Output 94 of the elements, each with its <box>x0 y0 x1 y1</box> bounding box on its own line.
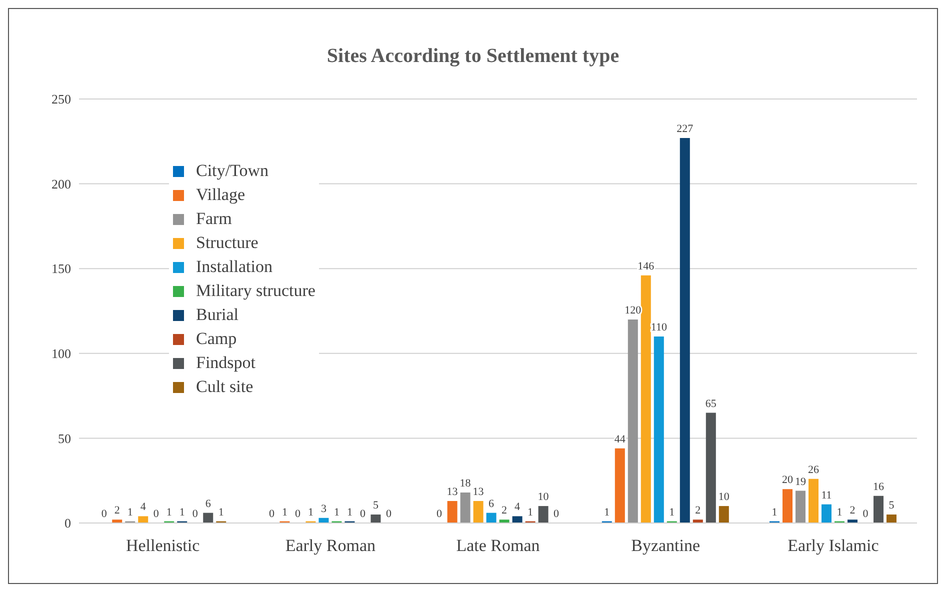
data-label: 1 <box>772 506 778 518</box>
y-tick-label: 50 <box>58 430 71 446</box>
data-label: 4 <box>514 501 521 514</box>
data-label: 0 <box>436 508 443 520</box>
data-label: 1 <box>166 506 172 518</box>
data-label: 65 <box>705 398 717 410</box>
data-label: 6 <box>205 498 212 510</box>
legend-label: Findspot <box>196 353 256 373</box>
legend-label: Cult site <box>196 377 254 397</box>
bar <box>370 514 381 523</box>
bar <box>538 506 548 523</box>
bar <box>822 504 832 523</box>
data-label: 2 <box>850 504 856 517</box>
data-label: 1 <box>528 506 534 518</box>
data-label: 5 <box>372 500 379 512</box>
data-label: 19 <box>795 476 807 488</box>
y-tick-label: 0 <box>64 516 71 531</box>
bar <box>680 138 690 523</box>
y-tick-label: 200 <box>52 176 71 192</box>
data-label: 3 <box>320 502 327 515</box>
bar <box>874 496 884 523</box>
data-label: 18 <box>460 477 472 490</box>
data-label: 0 <box>294 508 301 520</box>
x-tick-label: Hellenistic <box>126 536 200 556</box>
data-label: 2 <box>695 504 701 517</box>
data-label: 1 <box>282 506 288 518</box>
data-label: 13 <box>472 486 484 498</box>
legend-label: Installation <box>196 257 272 277</box>
bar <box>473 500 484 523</box>
data-label: 0 <box>101 508 108 520</box>
x-tick-label: Early Roman <box>285 536 376 556</box>
x-tick-label: Early Islamic <box>788 536 880 556</box>
data-label: 4 <box>140 501 146 514</box>
bar <box>447 500 458 523</box>
data-label: 110 <box>650 321 668 334</box>
bar <box>796 490 806 523</box>
x-tick-label: Byzantine <box>631 536 700 556</box>
bar <box>460 492 470 523</box>
bar <box>512 516 522 523</box>
bar <box>203 512 214 523</box>
legend-label: Farm <box>196 209 232 229</box>
data-label: 0 <box>862 508 869 520</box>
data-label: 10 <box>718 491 730 504</box>
x-tick-label: Late Roman <box>456 536 540 556</box>
bar <box>808 478 819 523</box>
bar <box>614 448 625 523</box>
data-label: 1 <box>308 506 314 518</box>
data-label: 1 <box>127 506 133 518</box>
legend-label: Structure <box>196 233 258 253</box>
bar <box>640 275 651 523</box>
data-label: 0 <box>268 508 275 520</box>
legend-label: Military structure <box>196 281 316 301</box>
bar <box>782 489 793 523</box>
bar <box>628 319 638 523</box>
legend-label: Village <box>196 185 246 205</box>
data-label: 16 <box>873 480 885 493</box>
bar <box>486 512 496 523</box>
y-tick-label: 100 <box>52 346 71 362</box>
bar <box>718 506 729 523</box>
legend-label: Camp <box>196 329 237 349</box>
data-label: 13 <box>446 486 458 498</box>
data-label: 11 <box>821 489 832 502</box>
data-label: 0 <box>192 508 198 520</box>
y-tick-label: 250 <box>52 92 71 107</box>
bar <box>654 336 664 523</box>
data-label: 146 <box>638 260 655 272</box>
data-label: 1 <box>334 506 340 518</box>
data-label: 1 <box>346 506 352 518</box>
data-label: 2 <box>502 504 508 517</box>
data-label: 1 <box>669 506 675 518</box>
y-tick-label: 150 <box>52 261 71 276</box>
bar <box>706 412 716 523</box>
legend-label: Burial <box>196 305 238 325</box>
data-label: 20 <box>782 474 794 486</box>
data-label: 120 <box>624 304 642 316</box>
bar <box>886 514 897 523</box>
bar <box>138 516 148 523</box>
data-label: 1 <box>218 506 224 518</box>
data-label: 2 <box>114 504 120 517</box>
data-label: 1 <box>836 506 842 518</box>
data-label: 1 <box>604 506 610 518</box>
data-label: 0 <box>554 508 560 520</box>
data-label: 44 <box>614 433 626 446</box>
data-label: 0 <box>360 508 366 520</box>
data-label: 5 <box>888 500 895 512</box>
chart-title: Sites According to Settlement type <box>326 45 620 68</box>
data-label: 0 <box>153 508 160 520</box>
legend-label: City/Town <box>196 161 268 181</box>
data-label: 10 <box>538 491 550 504</box>
data-label: 1 <box>179 506 185 518</box>
data-label: 0 <box>386 508 392 520</box>
data-label: 26 <box>808 464 820 476</box>
data-label: 6 <box>488 498 495 510</box>
data-label: 227 <box>676 123 694 136</box>
